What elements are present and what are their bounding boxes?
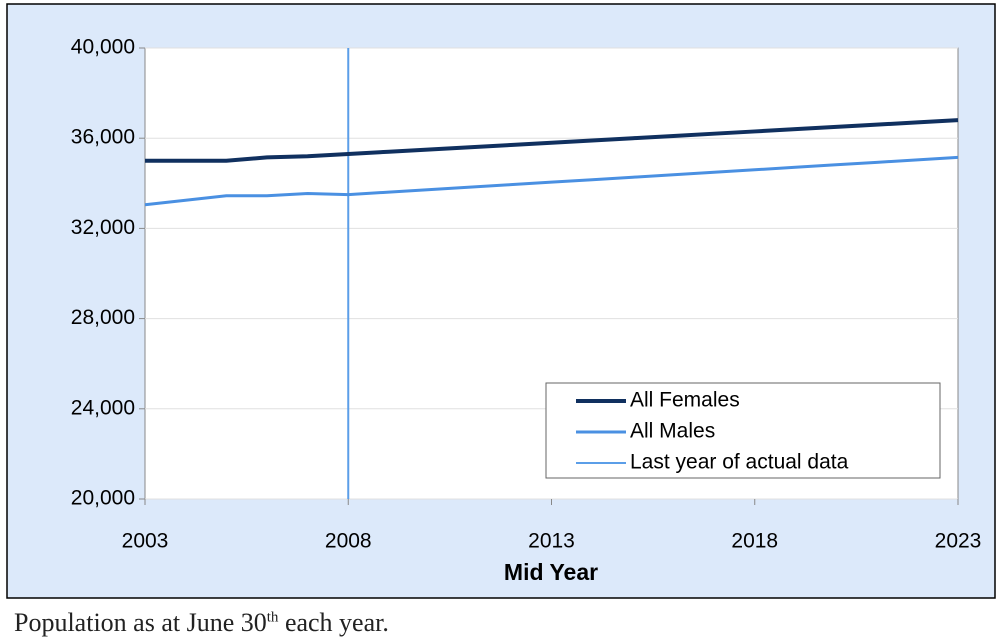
caption-text: each year. bbox=[278, 608, 389, 637]
series-line bbox=[145, 118, 959, 163]
x-tick-label: 2023 bbox=[935, 530, 982, 553]
x-tick-label: 2018 bbox=[731, 530, 778, 553]
legend-label: Last year of actual data bbox=[630, 451, 849, 474]
x-tick-label: 2003 bbox=[122, 530, 169, 553]
x-tick-label: 2008 bbox=[325, 530, 372, 553]
chart: 20,000 24,000 28,000 32,000 36,000 40,000 2003… bbox=[6, 3, 996, 599]
x-axis-title: Mid Year bbox=[504, 559, 598, 585]
grid: 20,000 24,000 28,000 32,000 36,000 40,000 2003… bbox=[71, 36, 982, 553]
lines bbox=[144, 48, 959, 499]
y-tick-label: 32,000 bbox=[71, 216, 135, 239]
y-tick-label: 20,000 bbox=[71, 487, 135, 510]
y-tick-label: 40,000 bbox=[71, 36, 135, 59]
legend-label: All Males bbox=[630, 420, 715, 443]
y-tick-label: 36,000 bbox=[71, 126, 135, 149]
x-tick-label: 2013 bbox=[528, 530, 575, 553]
series-line bbox=[144, 155, 959, 207]
caption-superscript: th bbox=[266, 609, 279, 626]
y-tick-label: 28,000 bbox=[71, 306, 135, 329]
legend-label: All Females bbox=[630, 389, 740, 412]
caption-text: Population as at June 30 bbox=[14, 608, 267, 637]
caption: Population as at June 30th each year. bbox=[14, 608, 389, 638]
y-tick-label: 24,000 bbox=[71, 396, 135, 419]
legend-entries: All Females All Males Last year of actual … bbox=[576, 389, 849, 474]
